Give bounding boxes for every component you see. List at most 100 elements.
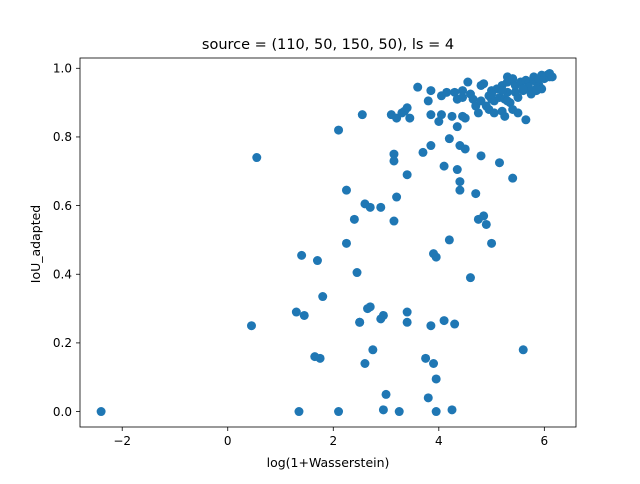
data-point — [460, 113, 470, 123]
data-point — [334, 125, 344, 135]
data-point — [252, 153, 262, 163]
x-tick-label: −2 — [113, 434, 131, 448]
data-point — [431, 374, 441, 384]
data-point — [473, 108, 483, 118]
data-point — [518, 345, 528, 355]
data-point — [479, 211, 489, 221]
data-point — [297, 250, 307, 260]
data-point — [389, 216, 399, 226]
data-point — [481, 219, 491, 229]
data-point — [423, 393, 433, 403]
data-point — [497, 86, 507, 96]
data-point — [291, 307, 301, 317]
x-axis-ticks: −2 0 2 4 6 — [113, 427, 548, 448]
data-point — [299, 310, 309, 320]
y-tick-label: 0.4 — [53, 268, 72, 282]
x-tick-label: 2 — [329, 434, 337, 448]
data-point — [458, 86, 468, 96]
data-point — [360, 359, 370, 368]
data-point — [479, 79, 489, 89]
data-point — [508, 173, 518, 183]
data-point — [489, 108, 499, 118]
data-point — [378, 405, 388, 415]
data-point — [436, 110, 446, 120]
data-point — [450, 87, 460, 97]
data-point — [434, 117, 444, 126]
data-point — [494, 158, 504, 168]
data-point — [513, 108, 523, 118]
data-point — [392, 192, 402, 202]
data-point — [471, 189, 481, 199]
x-axis-label: log(1+Wasserstein) — [267, 455, 390, 470]
data-point — [341, 238, 351, 248]
data-point — [447, 111, 457, 121]
data-point — [500, 111, 510, 121]
data-point — [418, 147, 428, 157]
data-point — [508, 74, 518, 84]
data-point — [455, 177, 465, 187]
data-point — [318, 292, 328, 302]
y-tick-label: 1.0 — [53, 62, 72, 76]
data-point — [349, 214, 359, 224]
data-point — [465, 273, 475, 283]
data-point — [355, 317, 365, 327]
data-point — [365, 202, 375, 212]
x-tick-label: 6 — [541, 434, 549, 448]
data-point — [547, 72, 557, 82]
data-point — [442, 87, 452, 97]
y-tick-label: 0.8 — [53, 130, 72, 144]
data-point — [402, 317, 412, 327]
data-point — [460, 144, 470, 154]
data-point — [381, 389, 391, 399]
data-point — [521, 115, 531, 125]
data-point — [376, 202, 386, 212]
data-point — [315, 353, 325, 363]
data-point — [357, 110, 367, 120]
data-point — [426, 86, 436, 96]
data-point — [439, 316, 449, 326]
data-point — [463, 77, 473, 87]
data-point — [502, 96, 512, 106]
data-point — [246, 321, 256, 331]
data-point — [531, 84, 541, 94]
axes-frame — [79, 57, 577, 428]
data-point — [458, 92, 468, 102]
data-points — [96, 68, 557, 417]
data-point — [476, 151, 486, 161]
data-point — [513, 92, 523, 102]
data-point — [405, 113, 415, 123]
data-point — [423, 96, 433, 106]
data-point — [389, 156, 399, 166]
y-axis-ticks: 0.0 0.2 0.4 0.6 0.8 1.0 — [53, 62, 80, 419]
data-point — [455, 185, 465, 195]
data-point — [426, 110, 436, 120]
data-point — [429, 359, 439, 368]
data-point — [450, 319, 460, 329]
data-point — [402, 307, 412, 317]
chart-title: source = (110, 50, 150, 50), ls = 4 — [202, 37, 454, 53]
data-point — [452, 165, 462, 175]
x-tick-label: 0 — [224, 434, 232, 448]
data-point — [402, 103, 412, 113]
data-point — [389, 149, 399, 159]
data-point — [444, 134, 454, 144]
data-point — [294, 407, 304, 417]
data-point — [96, 407, 106, 417]
data-point — [426, 321, 436, 331]
data-point — [426, 141, 436, 151]
data-point — [341, 185, 351, 195]
data-point — [334, 407, 344, 417]
y-tick-label: 0.2 — [53, 336, 72, 350]
data-point — [468, 94, 478, 104]
data-point — [413, 82, 423, 92]
x-tick-label: 4 — [435, 434, 443, 448]
data-point — [365, 302, 375, 312]
data-point — [444, 235, 454, 245]
data-point — [394, 407, 404, 417]
data-point — [421, 353, 431, 363]
data-point — [368, 345, 378, 355]
data-point — [431, 252, 441, 262]
y-tick-label: 0.0 — [53, 405, 72, 419]
